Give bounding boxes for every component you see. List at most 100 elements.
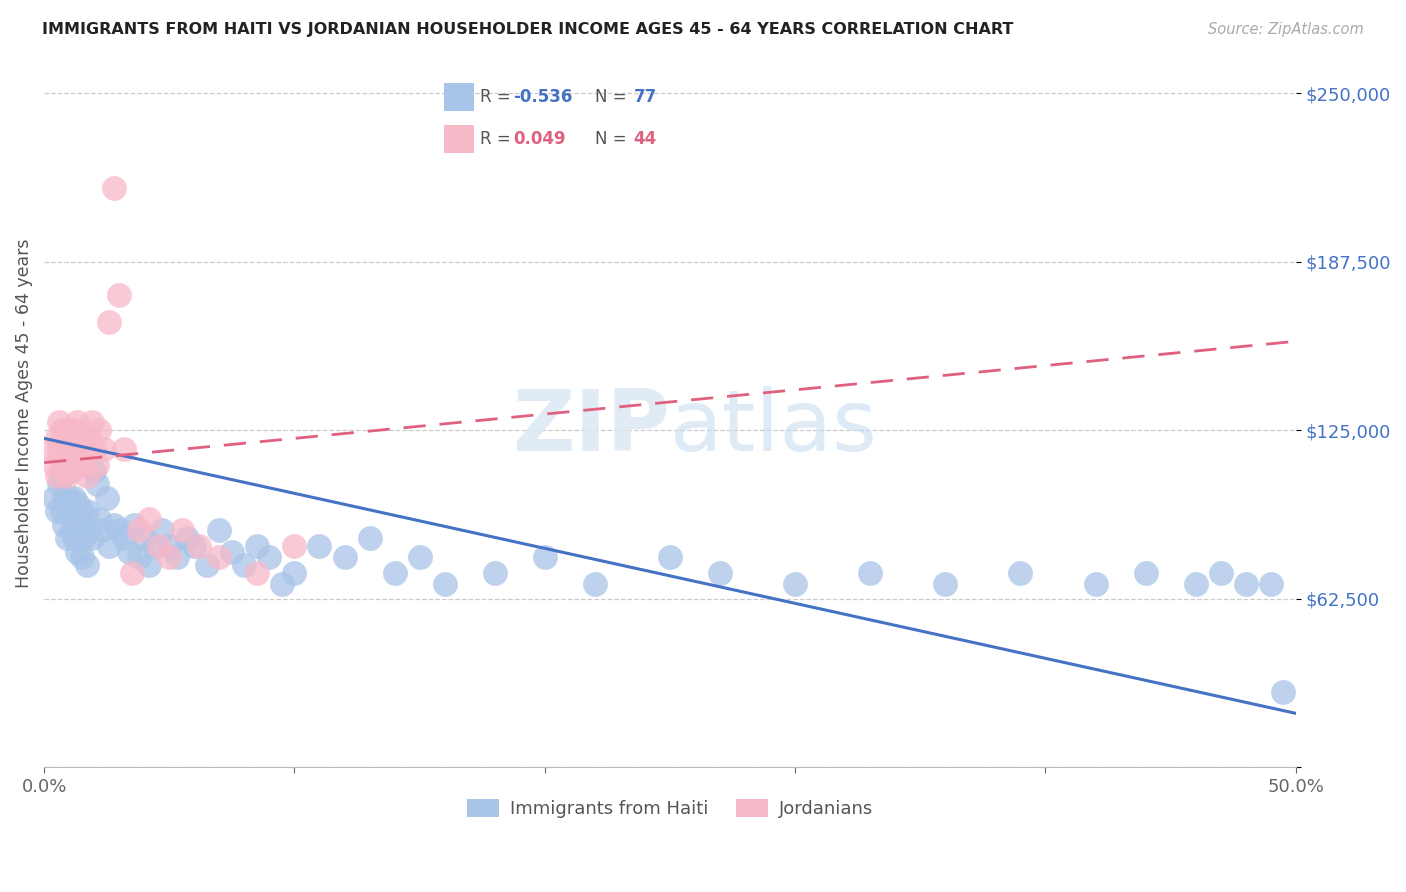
Point (170, 523, 193, 537)
Point (42, 458, 65, 473)
Point (58, 450, 80, 465)
Point (58, 464, 80, 478)
Point (45, 504, 67, 518)
Point (157, 539, 180, 553)
Point (76, 504, 98, 518)
Point (785, 577, 807, 591)
Point (58, 491, 80, 505)
Point (70, 549, 93, 564)
Point (308, 539, 330, 553)
Point (1272, 685, 1295, 699)
Point (859, 566, 882, 581)
Point (233, 558, 256, 572)
Point (283, 566, 305, 581)
Point (112, 442, 135, 457)
Point (53, 491, 76, 505)
Point (176, 531, 198, 545)
Text: ZIP: ZIP (512, 386, 669, 469)
Point (143, 539, 166, 553)
Point (86, 477, 108, 491)
Point (208, 549, 231, 564)
Point (108, 523, 131, 537)
Point (408, 549, 430, 564)
Point (80, 531, 103, 545)
Text: atlas: atlas (669, 386, 877, 469)
Point (1084, 577, 1107, 591)
Point (118, 544, 141, 558)
Point (45, 469, 67, 483)
Point (60, 523, 83, 537)
Point (60, 504, 83, 518)
Point (93, 442, 115, 457)
Point (658, 549, 681, 564)
Point (70, 442, 93, 457)
Point (166, 549, 188, 564)
Point (148, 539, 170, 553)
Legend: Immigrants from Haiti, Jordanians: Immigrants from Haiti, Jordanians (460, 792, 880, 825)
Point (246, 566, 269, 581)
Point (103, 517, 125, 532)
Point (60, 436, 83, 450)
Point (51, 504, 73, 518)
Point (63, 423, 86, 437)
Point (1135, 566, 1157, 581)
Point (484, 566, 506, 581)
Point (934, 577, 956, 591)
Point (433, 577, 456, 591)
Point (246, 539, 269, 553)
Point (76, 469, 98, 483)
Point (76, 558, 98, 572)
Point (103, 180, 125, 194)
Point (333, 549, 356, 564)
Point (83, 442, 105, 457)
Point (134, 531, 156, 545)
Point (53, 431, 76, 445)
Point (221, 544, 243, 558)
Text: IMMIGRANTS FROM HAITI VS JORDANIAN HOUSEHOLDER INCOME AGES 45 - 64 YEARS CORRELA: IMMIGRANTS FROM HAITI VS JORDANIAN HOUSE… (42, 22, 1014, 37)
Point (45, 431, 67, 445)
Point (63, 491, 86, 505)
Point (67, 450, 90, 465)
Point (80, 415, 103, 429)
Point (271, 577, 294, 591)
Point (48, 415, 70, 429)
Point (53, 464, 76, 478)
Point (138, 558, 160, 572)
Point (583, 577, 606, 591)
Point (77, 523, 100, 537)
Point (1209, 566, 1232, 581)
Point (48, 442, 70, 457)
Point (359, 531, 381, 545)
Point (86, 458, 108, 473)
Point (259, 549, 281, 564)
Point (150, 523, 173, 537)
Point (1234, 577, 1257, 591)
Point (73, 458, 96, 473)
Point (83, 464, 105, 478)
Point (108, 288, 131, 302)
Point (98, 315, 121, 329)
Point (73, 531, 96, 545)
Point (60, 464, 83, 478)
Point (533, 549, 555, 564)
Point (63, 442, 86, 457)
Point (208, 523, 231, 537)
Point (77, 431, 100, 445)
Point (128, 549, 150, 564)
Point (90, 523, 112, 537)
Point (42, 491, 65, 505)
Point (121, 566, 143, 581)
Point (41, 442, 63, 457)
Point (96, 491, 118, 505)
Point (138, 512, 160, 526)
Point (183, 539, 205, 553)
Point (51, 423, 73, 437)
Point (51, 458, 73, 473)
Point (1010, 566, 1032, 581)
Point (67, 431, 90, 445)
Point (55, 531, 77, 545)
Point (66, 544, 89, 558)
Point (128, 523, 150, 537)
Point (709, 566, 731, 581)
Point (55, 442, 77, 457)
